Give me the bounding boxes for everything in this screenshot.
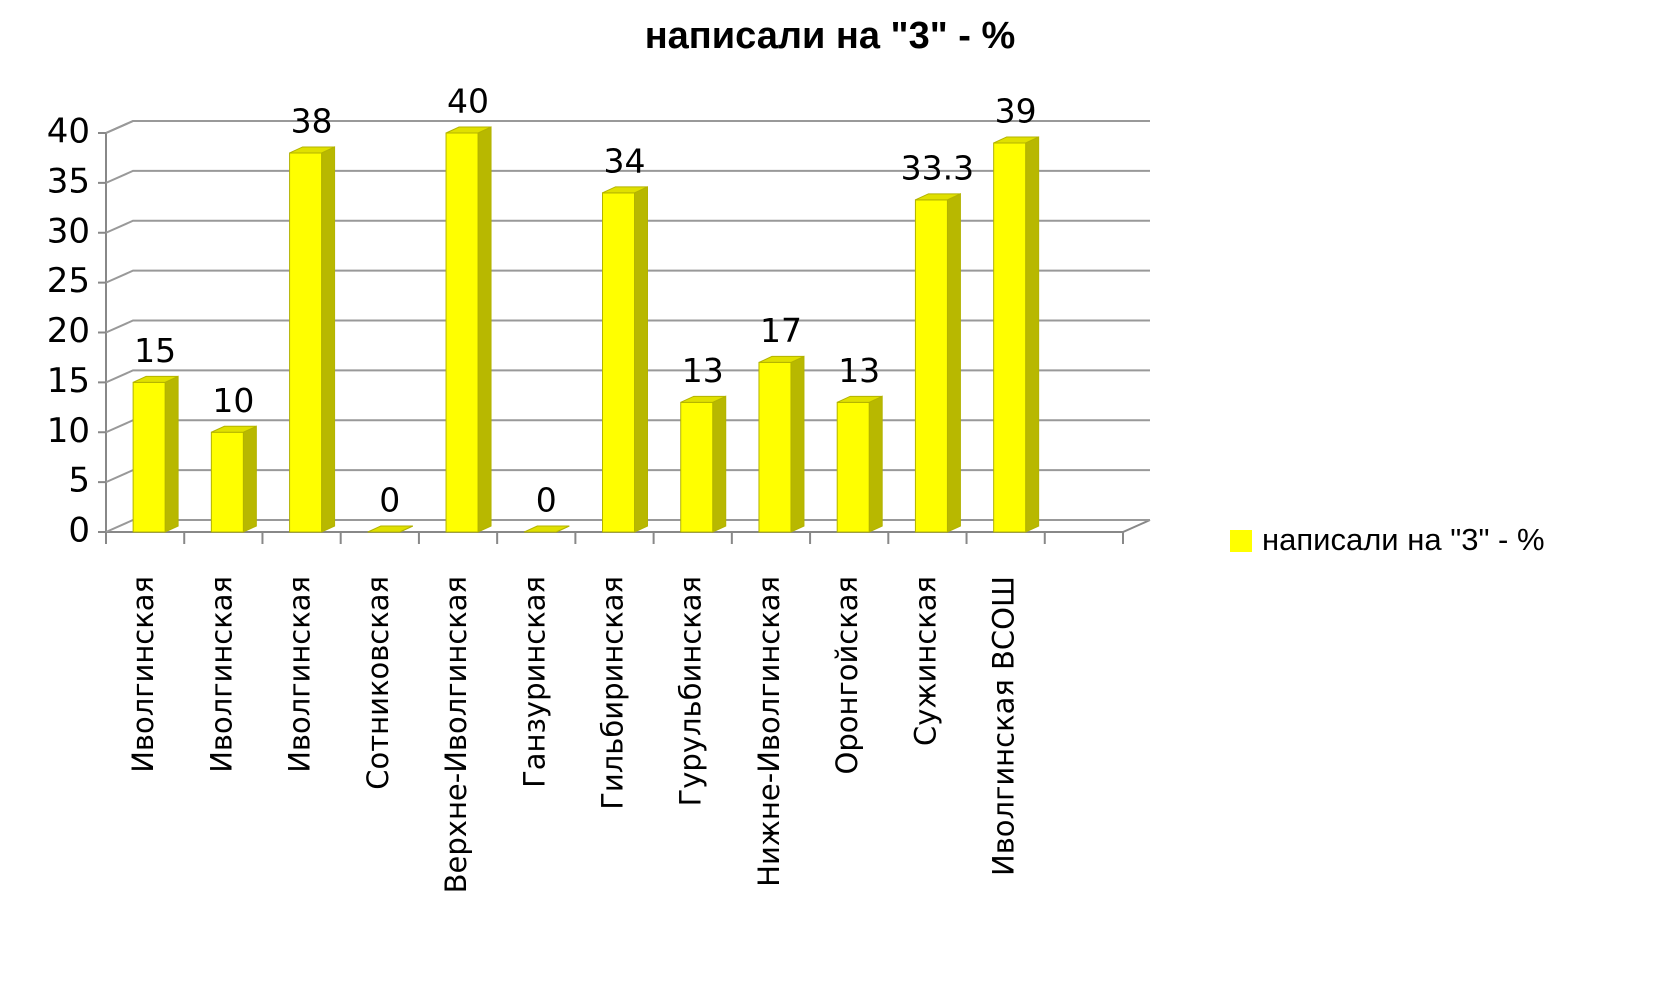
bar-front — [836, 401, 870, 533]
grid-line — [105, 319, 1150, 334]
bar-top — [602, 186, 648, 194]
bar-side — [477, 126, 492, 533]
x-tick-label: Иволгинская — [283, 576, 317, 773]
bar-front — [993, 142, 1027, 533]
bar-top — [367, 525, 414, 533]
bar — [367, 525, 414, 533]
y-tick-label: 30 — [47, 211, 90, 251]
bar — [758, 355, 805, 533]
bar-top — [758, 355, 805, 363]
y-tick-label: 0 — [68, 511, 90, 551]
bar-front — [758, 361, 792, 533]
x-tick-label: Иволгинская — [204, 576, 238, 773]
value-label: 0 — [379, 481, 400, 520]
x-tick-label: Ганзуринская — [517, 576, 551, 788]
value-label: 34 — [604, 141, 646, 180]
bar-top — [915, 193, 961, 201]
bar-front — [210, 431, 244, 533]
y-tick-label: 5 — [68, 461, 90, 501]
bar — [524, 525, 570, 533]
x-tick-label: Иволгинская ВСОШ — [987, 576, 1021, 876]
bar-top — [680, 395, 726, 403]
value-label: 17 — [760, 311, 802, 350]
bar-side — [634, 186, 648, 533]
value-label: 13 — [682, 351, 724, 390]
bar-front — [289, 152, 323, 533]
y-tick-label: 20 — [47, 311, 90, 351]
x-tick-label: Гурульбинская — [674, 576, 708, 806]
bar-side — [868, 395, 883, 533]
bar — [289, 146, 336, 533]
x-tick-label: Гильбиринская — [596, 576, 630, 810]
x-tick-label: Нижне-Иволгинская — [752, 576, 786, 887]
bar-top — [993, 136, 1039, 144]
bar-front — [914, 199, 948, 533]
bar — [680, 395, 727, 533]
y-tick-label: 25 — [47, 261, 90, 301]
bar — [445, 126, 492, 533]
bar-top — [836, 395, 883, 403]
grid-line — [105, 169, 1150, 184]
bar-top — [132, 375, 179, 383]
value-label: 33.3 — [901, 148, 974, 187]
bar — [132, 375, 179, 533]
bar-front — [445, 132, 479, 533]
bar — [993, 136, 1040, 533]
x-tick-label: Сотниковская — [361, 576, 395, 790]
bar-front — [680, 401, 714, 533]
value-label: 40 — [447, 82, 489, 121]
y-tick-label: 15 — [47, 361, 90, 401]
grid-line — [105, 269, 1150, 284]
y-tick-label: 10 — [47, 411, 90, 451]
bar-side — [242, 425, 257, 533]
bar — [914, 193, 961, 533]
bar-side — [164, 375, 179, 533]
bar-top — [289, 146, 335, 154]
value-label: 15 — [134, 331, 176, 370]
value-label: 38 — [291, 101, 333, 140]
bar — [602, 186, 648, 533]
grid-line — [105, 369, 1150, 384]
bar-side — [1025, 136, 1040, 533]
bar-side — [790, 355, 805, 533]
x-tick-label: Иволгинская — [126, 576, 160, 773]
bar — [836, 395, 883, 533]
grid-line — [105, 120, 1150, 134]
grid-line — [105, 219, 1150, 234]
value-label: 39 — [995, 91, 1037, 130]
value-label: 10 — [212, 381, 254, 420]
bar-front — [132, 381, 166, 533]
x-tick-label: Сужинская — [908, 576, 942, 746]
bar-front — [602, 192, 635, 533]
value-label: 13 — [838, 351, 880, 390]
x-tick-label: Оронгойская — [830, 576, 864, 774]
bar-side — [712, 395, 727, 533]
chart-title: написали на "3" - % — [645, 15, 1016, 57]
value-label: 0 — [536, 481, 557, 520]
legend-label: написали на "3" - % — [1262, 522, 1545, 557]
bar — [210, 425, 257, 533]
bar-top — [524, 525, 570, 533]
y-tick-label: 35 — [47, 161, 90, 201]
bar-side — [946, 193, 961, 533]
x-tick-label: Верхне-Иволгинская — [439, 576, 473, 893]
y-tick-label: 40 — [47, 112, 90, 152]
bar-side — [321, 146, 336, 533]
legend-swatch — [1230, 530, 1252, 552]
bar-top — [445, 126, 492, 134]
bar-top — [211, 425, 257, 433]
